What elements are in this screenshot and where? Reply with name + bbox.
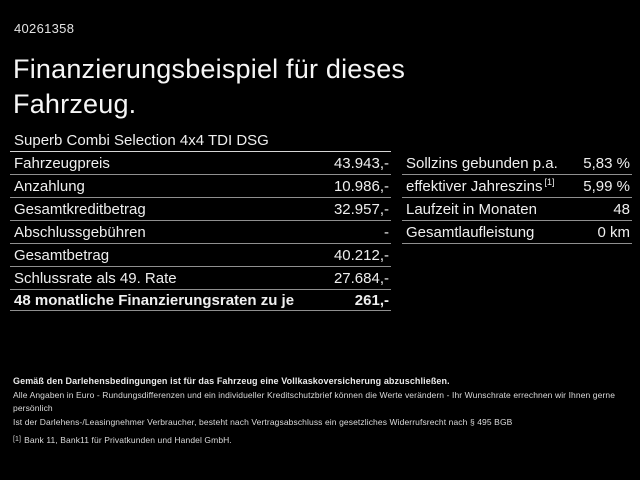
table-row: Anzahlung 10.986,- (10, 175, 391, 198)
table-row: Abschlussgebühren - (10, 221, 391, 244)
footer-disclaimer-line: Ist der Darlehens-/Leasingnehmer Verbrau… (13, 416, 513, 427)
row-value: 261,- (354, 291, 389, 309)
page-title-line2: Fahrzeug. (13, 89, 137, 119)
footnote-marker: [1] (13, 436, 22, 443)
row-label: Abschlussgebühren (14, 223, 146, 241)
row-value: 40.212,- (333, 246, 389, 264)
row-label: Gesamtkreditbetrag (14, 200, 146, 218)
footer-disclaimer-line: Alle Angaben in Euro - Rundungsdifferenz… (13, 389, 616, 414)
table-row: Sollzins gebunden p.a. 5,83 % (402, 152, 632, 175)
row-value: 0 km (597, 223, 630, 241)
table-row: Schlussrate als 49. Rate 27.684,- (10, 267, 391, 290)
row-value: 43.943,- (333, 154, 389, 172)
row-label: Gesamtlaufleistung (406, 223, 535, 241)
row-value: 27.684,- (333, 269, 389, 287)
page-title-line1: Finanzierungsbeispiel für dieses (13, 54, 406, 84)
table-row: Gesamtbetrag 40.212,- (10, 244, 391, 267)
footer-footnote: [1] Bank 11, Bank11 für Privatkunden und … (13, 434, 628, 449)
table-row: Gesamtkreditbetrag 32.957,- (10, 198, 391, 221)
page-title: Finanzierungsbeispiel für dieses Fahrzeu… (13, 52, 405, 122)
row-label: Anzahlung (14, 177, 85, 195)
table-row: Laufzeit in Monaten 48 (402, 198, 632, 221)
row-label: Fahrzeugpreis (14, 154, 110, 172)
table-row: Fahrzeugpreis 43.943,- (10, 152, 391, 175)
vehicle-id: 40261358 (14, 21, 75, 36)
row-label: Schlussrate als 49. Rate (14, 269, 177, 287)
financing-table-left: Fahrzeugpreis 43.943,- Anzahlung 10.986,… (10, 152, 391, 311)
row-label: Sollzins gebunden p.a. (406, 154, 558, 172)
row-label: effektiver Jahreszins [1] (406, 176, 555, 195)
row-value: 5,99 % (583, 177, 630, 195)
financing-table-right: Sollzins gebunden p.a. 5,83 % effektiver… (402, 152, 632, 244)
row-value: - (384, 223, 389, 241)
row-label: Gesamtbetrag (14, 246, 110, 264)
row-value: 5,83 % (583, 154, 630, 172)
row-value: 10.986,- (333, 177, 389, 195)
table-row-monthly-rate: 48 monatliche Finanzierungsraten zu je 2… (10, 290, 391, 311)
row-value: 32.957,- (333, 200, 389, 218)
row-value: 48 (613, 200, 630, 218)
vehicle-model-subtitle: Superb Combi Selection 4x4 TDI DSG (10, 130, 391, 152)
footer-insurance-note: Gemäß den Darlehensbedingungen ist für d… (13, 376, 450, 386)
row-label: 48 monatliche Finanzierungsraten zu je (14, 291, 295, 309)
footnote-ref: [1] (544, 176, 555, 187)
row-label: Laufzeit in Monaten (406, 200, 537, 218)
legal-footer: Gemäß den Darlehensbedingungen ist für d… (13, 375, 628, 449)
footnote-text: Bank 11, Bank11 für Privatkunden und Han… (24, 435, 232, 445)
table-row: effektiver Jahreszins [1] 5,99 % (402, 175, 632, 198)
table-row: Gesamtlaufleistung 0 km (402, 221, 632, 244)
